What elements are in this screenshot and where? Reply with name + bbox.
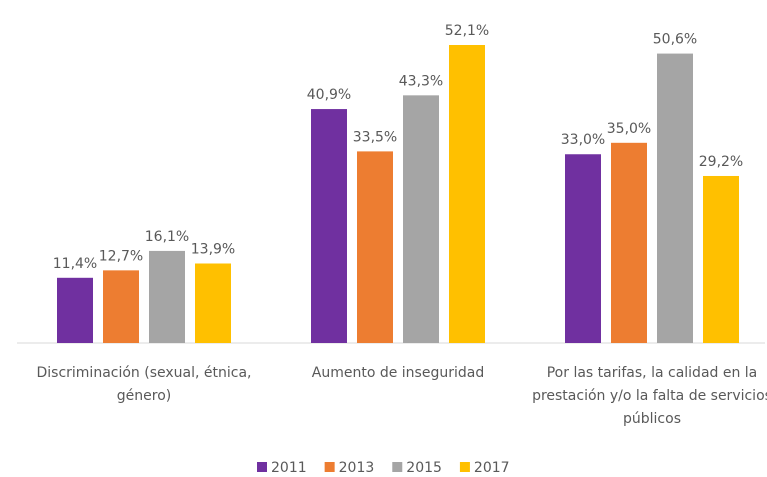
data-label: 12,7% (99, 248, 143, 264)
bar (311, 109, 347, 343)
bar (195, 263, 231, 343)
bar (565, 154, 601, 343)
data-label: 29,2% (699, 154, 743, 170)
data-label: 43,3% (399, 73, 443, 89)
data-label: 52,1% (445, 23, 489, 39)
legend-swatch (257, 462, 267, 472)
category-label: Aumento de inseguridad (311, 365, 485, 381)
legend-swatch (459, 462, 470, 472)
category-label: Por las tarifas, la calidad en la presta… (532, 365, 767, 427)
legend-label: 2011 (271, 460, 307, 476)
legend-swatch (324, 462, 335, 472)
category-label: Discriminación (sexual, étnica, género) (36, 365, 252, 404)
data-label: 16,1% (145, 229, 189, 245)
legend-swatch (392, 462, 403, 472)
legend-label: 2015 (406, 460, 442, 476)
bar (657, 53, 693, 344)
bar (103, 270, 139, 343)
bar (57, 277, 93, 343)
bar (449, 45, 485, 343)
bar (403, 95, 439, 343)
data-label: 33,0% (561, 132, 605, 148)
data-label: 33,5% (353, 129, 397, 145)
legend-label: 2017 (474, 460, 510, 476)
data-label: 50,6% (653, 32, 697, 48)
legend-label: 2013 (339, 460, 375, 476)
data-label: 11,4% (53, 256, 97, 272)
data-label: 35,0% (607, 121, 651, 137)
bar (357, 151, 393, 343)
bar (149, 250, 185, 343)
bar (611, 142, 647, 343)
data-label: 13,9% (191, 241, 235, 257)
bar (703, 175, 739, 343)
data-label: 40,9% (307, 87, 351, 103)
